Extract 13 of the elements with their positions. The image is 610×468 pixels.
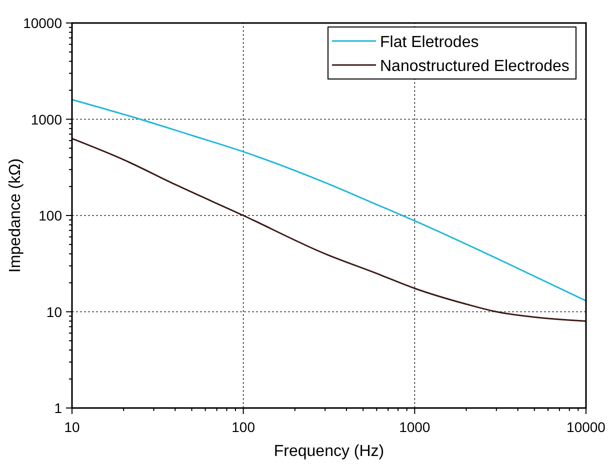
x-tick-label: 10000 [566, 419, 606, 435]
y-tick-label: 100 [38, 208, 62, 224]
x-tick-label: 10 [64, 419, 80, 435]
x-tick-label: 1000 [399, 419, 430, 435]
legend-label: Nanostructured Electrodes [380, 58, 570, 75]
y-tick-label: 1000 [30, 111, 62, 128]
y-axis-title: Impedance (kΩ) [7, 158, 24, 273]
y-tick-label: 10000 [23, 15, 62, 31]
x-axis-title: Frequency (Hz) [274, 443, 384, 460]
y-tick-label: 10 [46, 304, 62, 320]
x-tick-label: 100 [232, 419, 256, 435]
legend-label: Flat Eletrodes [380, 34, 479, 51]
y-tick-label: 1 [54, 400, 62, 416]
